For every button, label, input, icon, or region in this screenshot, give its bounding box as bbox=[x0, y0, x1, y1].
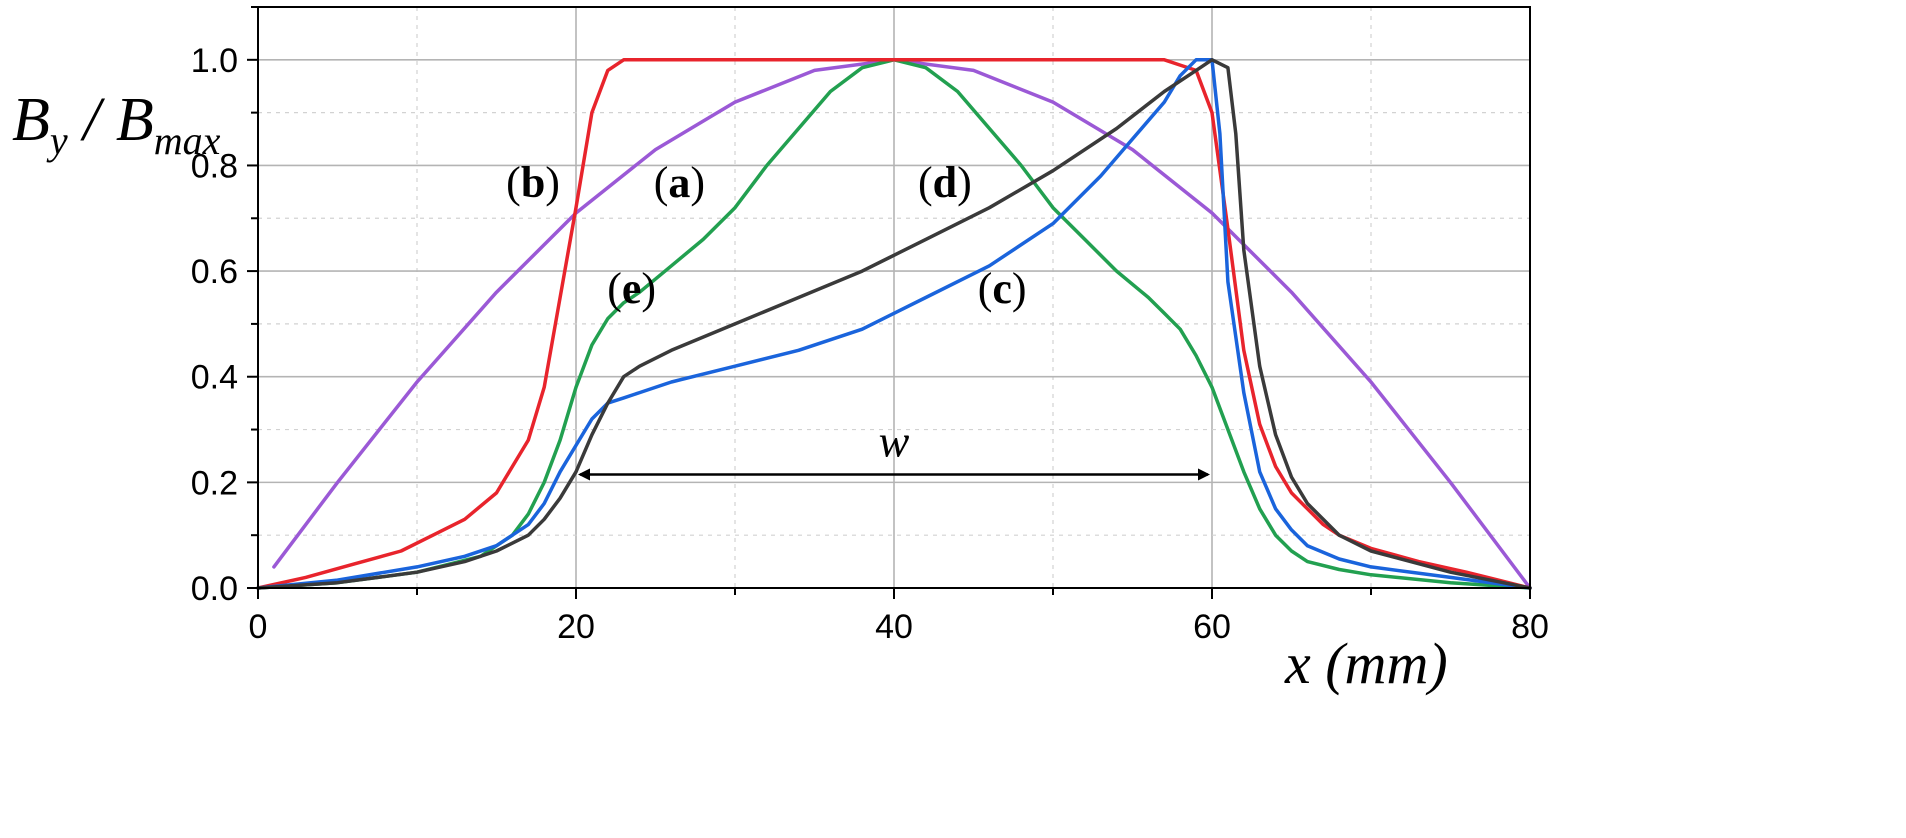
x-tick-label: 60 bbox=[1193, 608, 1231, 646]
y-axis-title: By / Bmax bbox=[12, 86, 221, 163]
curve-label-e: (e) bbox=[607, 264, 656, 313]
x-tick-label: 0 bbox=[249, 608, 268, 646]
curve-label-a: (a) bbox=[654, 158, 705, 207]
y-tick-label: 0.8 bbox=[191, 147, 238, 185]
width-arrow: w bbox=[578, 415, 1210, 481]
curve-label-b: (b) bbox=[506, 158, 560, 207]
y-tick-label: 0.4 bbox=[191, 359, 238, 397]
width-arrow-label: w bbox=[879, 415, 910, 466]
curves bbox=[256, 58, 1532, 590]
curve-label-d: (d) bbox=[918, 158, 972, 207]
series-line-a bbox=[256, 58, 1532, 590]
x-tick-label: 20 bbox=[557, 608, 595, 646]
curve-annotations: (a) (b) (c) (d) (e) bbox=[506, 158, 1026, 313]
y-tick-label: 0.2 bbox=[191, 464, 238, 502]
series-line-c bbox=[256, 58, 1532, 590]
series-line-d bbox=[256, 58, 1532, 590]
y-tick-label: 0.6 bbox=[191, 253, 238, 291]
series-line-b bbox=[256, 58, 1532, 590]
y-title-sub1: y bbox=[46, 118, 68, 163]
x-tick-label: 80 bbox=[1511, 608, 1549, 646]
curve-label-c: (c) bbox=[978, 264, 1027, 313]
y-title-main2: B bbox=[116, 86, 154, 154]
x-axis-title: x (mm) bbox=[1284, 631, 1448, 696]
y-tick-label: 1.0 bbox=[191, 42, 238, 80]
tick-labels: 0 20 40 60 80 0.0 0.2 0.4 0.6 0.8 1.0 bbox=[191, 42, 1549, 646]
y-tick-label: 0.0 bbox=[191, 570, 238, 608]
axis-ticks bbox=[247, 6, 1531, 599]
y-title-main: B bbox=[12, 86, 50, 154]
y-title-slash: / bbox=[68, 86, 116, 154]
y-title-sub2: max bbox=[154, 118, 221, 163]
x-tick-label: 40 bbox=[875, 608, 913, 646]
grid bbox=[258, 7, 1530, 588]
